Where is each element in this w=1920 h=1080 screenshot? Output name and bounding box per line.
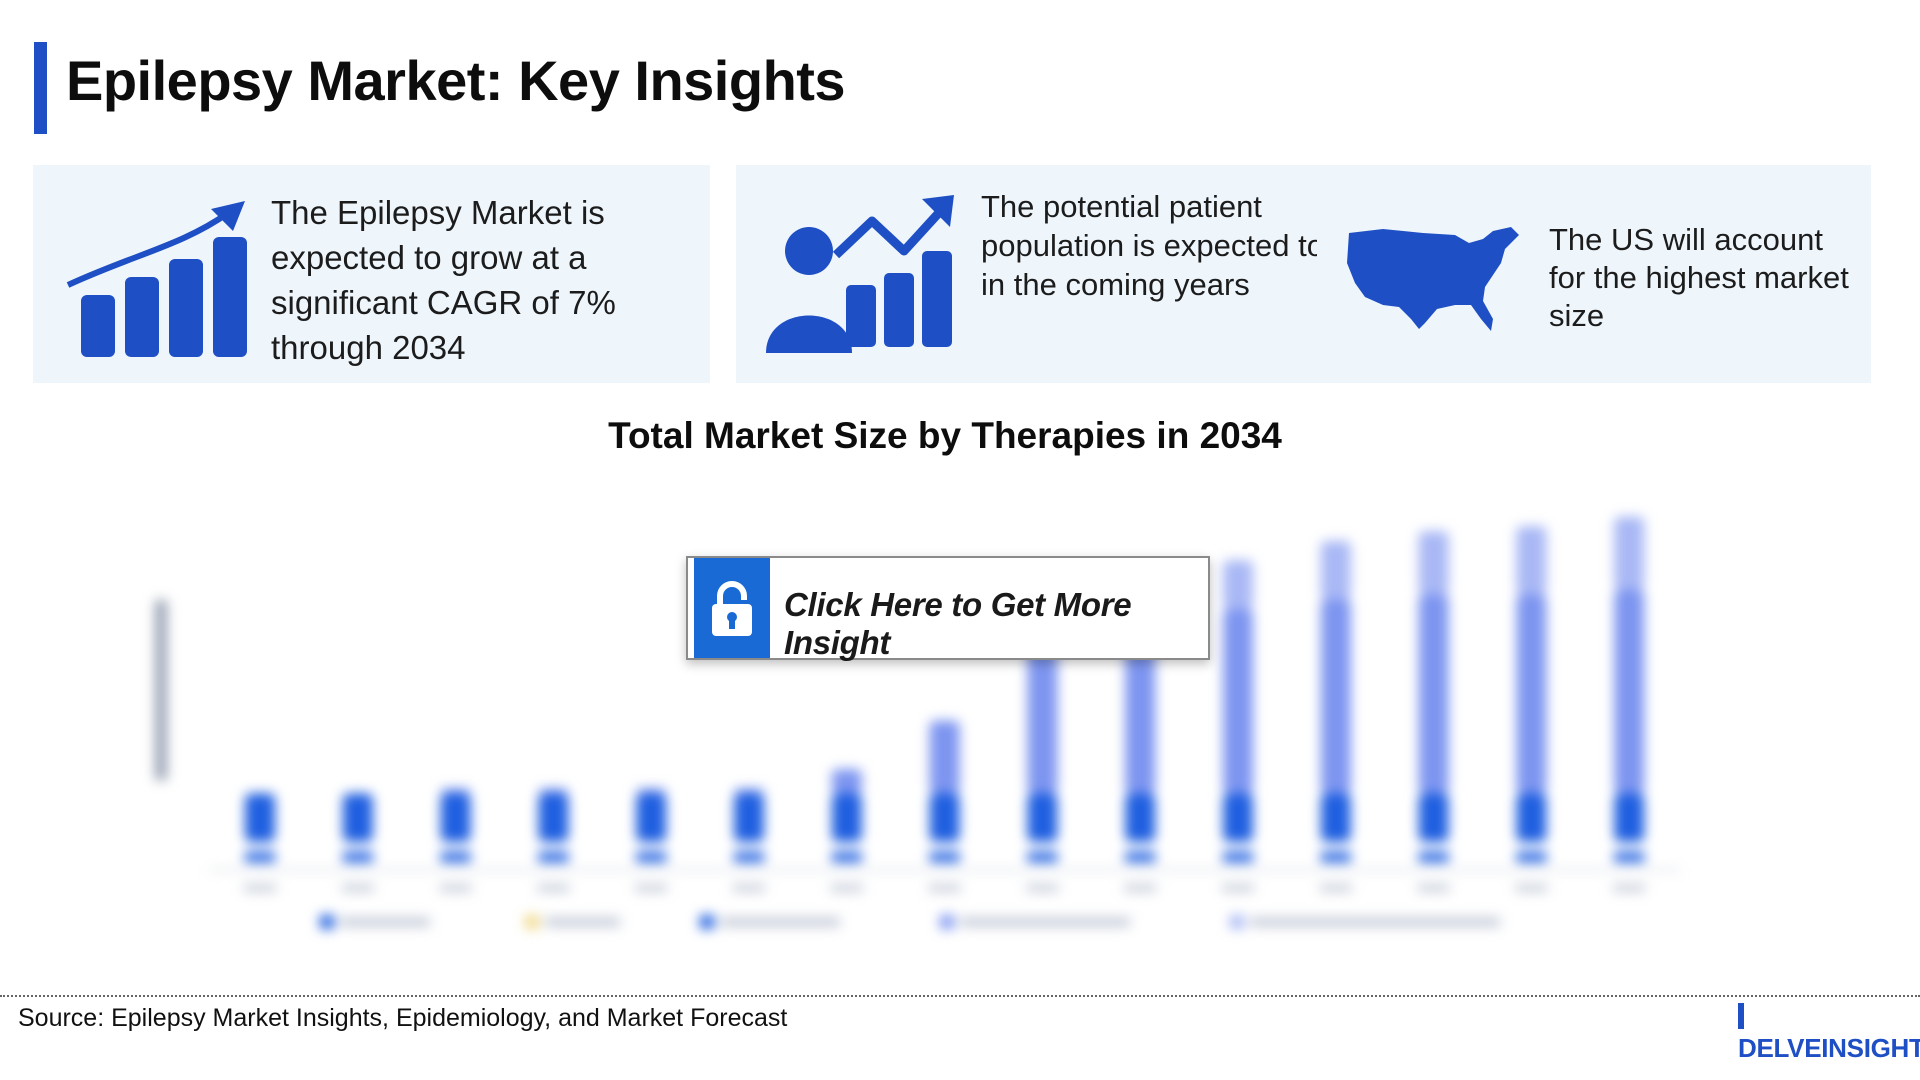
insight-card-patient-population: The potential patient population is expe… — [736, 165, 1413, 383]
x-tick-label-blurred — [1515, 884, 1548, 892]
bar-base-segment — [1516, 852, 1547, 862]
legend-swatch — [940, 915, 954, 929]
logo-text: DELVEINSIGHT — [1738, 1033, 1920, 1063]
bar-base-segment — [342, 852, 373, 862]
x-tick-label-blurred — [244, 884, 276, 892]
bar-base-segment — [1614, 852, 1645, 862]
footer-divider — [0, 995, 1920, 997]
legend-label-blurred — [1250, 917, 1500, 927]
bar-segment — [929, 793, 960, 842]
x-tick-label-blurred — [928, 884, 961, 892]
bar-segment — [1516, 526, 1547, 595]
bar-segment — [1223, 608, 1253, 794]
bar-base-segment — [1223, 852, 1253, 862]
bar-segment — [636, 788, 667, 794]
legend-label-blurred — [960, 917, 1130, 927]
bar-segment — [1418, 531, 1449, 595]
x-tick-label-blurred — [733, 884, 765, 892]
bar-segment — [734, 788, 764, 794]
legend-label-blurred — [340, 917, 430, 927]
bar-base-segment — [734, 852, 764, 862]
bar-segment — [1320, 599, 1351, 794]
bar-segment — [1125, 793, 1156, 842]
x-tick-label-blurred — [635, 884, 668, 892]
bar-segment — [1223, 793, 1253, 842]
patient-growth-icon — [766, 195, 954, 353]
bar-segment — [1027, 793, 1058, 842]
bar-segment — [831, 769, 862, 794]
bar-segment — [538, 793, 569, 842]
legend-swatch — [700, 915, 714, 929]
bar-segment — [440, 793, 471, 842]
bar-segment — [929, 720, 960, 794]
bar-segment — [734, 793, 764, 842]
insight-card-us-market: The US will account for the highest mark… — [1317, 165, 1871, 383]
cta-lock-panel — [694, 558, 770, 658]
delveinsight-logo: DELVEINSIGHT — [1738, 1002, 1920, 1063]
legend-swatch — [320, 915, 334, 929]
bar-base-segment — [929, 852, 960, 862]
bar-segment — [1320, 793, 1351, 842]
legend-swatch — [525, 915, 539, 929]
bar-segment — [245, 793, 275, 842]
bar-segment — [1418, 793, 1449, 842]
title-accent-bar — [34, 42, 47, 134]
bar-base-segment — [440, 852, 471, 862]
lock-icon — [712, 581, 752, 636]
bar-base-segment — [1320, 852, 1351, 862]
x-tick-label-blurred — [1417, 884, 1450, 892]
chart-title: Total Market Size by Therapies in 2034 — [608, 415, 1282, 456]
bar-segment — [440, 788, 471, 794]
bar-segment — [1320, 540, 1351, 600]
bar-segment — [831, 793, 862, 842]
us-map-icon — [1347, 227, 1519, 331]
market-size-bar-chart — [155, 516, 1680, 929]
bar-segment — [1614, 516, 1645, 590]
card-us-text: The US will account for the highest mark… — [1549, 222, 1849, 333]
bar-base-segment — [636, 852, 667, 862]
bar-base-segment — [1125, 852, 1156, 862]
legend-swatch — [1230, 915, 1244, 929]
x-tick-label-blurred — [1613, 884, 1646, 892]
x-tick-label-blurred — [341, 884, 374, 892]
y-axis-label-blurred — [155, 600, 167, 780]
bar-base-segment — [1418, 852, 1449, 862]
bar-segment — [1125, 647, 1156, 794]
x-tick-label-blurred — [1124, 884, 1157, 892]
bar-segment — [342, 793, 373, 842]
legend-label-blurred — [720, 917, 840, 927]
bar-segment — [1027, 647, 1058, 794]
growth-bar-chart-icon — [66, 201, 247, 357]
x-tick-label-blurred — [1319, 884, 1352, 892]
bar-segment — [636, 793, 667, 842]
insight-card-cagr: The Epilepsy Market is expected to grow … — [33, 165, 710, 383]
card-cagr-text: The Epilepsy Market is expected to grow … — [271, 194, 616, 366]
bar-segment — [1418, 594, 1449, 794]
more-insight-button[interactable]: Click Here to Get More Insight — [686, 556, 1210, 661]
bar-segment — [1516, 793, 1547, 842]
bar-segment — [538, 788, 569, 794]
more-insight-label: Click Here to Get More Insight — [784, 586, 1132, 661]
bar-base-segment — [538, 852, 569, 862]
bar-base-segment — [1027, 852, 1058, 862]
bar-segment — [1614, 793, 1645, 842]
source-note: Source: Epilepsy Market Insights, Epidem… — [18, 1004, 788, 1032]
logo-mark — [1738, 1003, 1744, 1029]
bar-base-segment — [245, 852, 275, 862]
legend-label-blurred — [545, 917, 620, 927]
x-tick-label-blurred — [439, 884, 472, 892]
bar-segment — [1516, 594, 1547, 794]
bar-segment — [1223, 560, 1253, 609]
page-title: Epilepsy Market: Key Insights — [66, 49, 846, 112]
x-tick-label-blurred — [830, 884, 863, 892]
bar-segment — [1614, 589, 1645, 794]
bar-base-segment — [831, 852, 862, 862]
x-tick-label-blurred — [1222, 884, 1254, 892]
blurred-chart — [140, 490, 1700, 940]
x-tick-label-blurred — [1026, 884, 1059, 892]
x-tick-label-blurred — [537, 884, 570, 892]
